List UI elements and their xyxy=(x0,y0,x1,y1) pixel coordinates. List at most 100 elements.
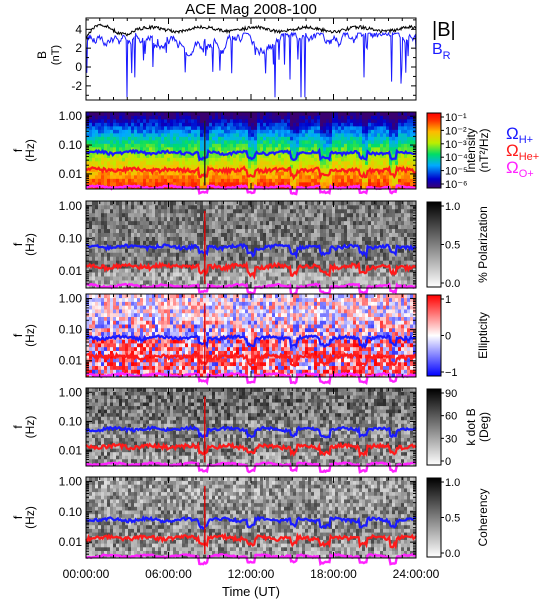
intensity-cell xyxy=(323,133,327,137)
intensity-cell xyxy=(212,157,216,162)
intensity-cell xyxy=(251,143,255,148)
polarization-cell xyxy=(185,204,189,210)
intensity-cell xyxy=(254,126,258,130)
polarization-cell xyxy=(299,240,303,245)
intensity-cell xyxy=(215,112,219,116)
polarization-cell xyxy=(128,280,132,285)
polarization-cell xyxy=(86,212,90,218)
polarization-cell xyxy=(194,268,198,273)
intensity-cell xyxy=(143,182,147,186)
polarization-cell xyxy=(119,276,123,281)
polarization-cell xyxy=(338,248,342,253)
intensity-cell xyxy=(116,112,120,116)
polarization-cell xyxy=(275,232,279,237)
polarization-cell xyxy=(323,224,327,230)
polarization-cell xyxy=(236,280,240,285)
intensity-cell xyxy=(365,129,369,134)
intensity-cell xyxy=(128,147,132,151)
polarization-cell xyxy=(290,260,294,265)
intensity-cell xyxy=(293,112,297,116)
polarization-column xyxy=(110,201,114,289)
polarization-cell xyxy=(314,232,318,237)
intensity-cell xyxy=(353,119,357,123)
intensity-cell xyxy=(380,171,384,176)
intensity-cell xyxy=(257,164,261,169)
intensity-column xyxy=(308,112,312,190)
polarization-cell xyxy=(101,276,105,281)
intensity-cell xyxy=(251,150,255,155)
polarization-cell xyxy=(125,232,129,237)
polarization-cell xyxy=(323,272,327,277)
intensity-cell xyxy=(149,171,153,176)
intensity-cell xyxy=(404,140,408,144)
polarization-cell xyxy=(170,228,174,233)
intensity-cell xyxy=(158,129,162,134)
polarization-cell xyxy=(227,220,231,226)
polarization-cell xyxy=(344,236,348,241)
intensity-cell xyxy=(281,175,285,179)
polarization-cell xyxy=(251,228,255,233)
polarization-cell xyxy=(230,260,234,265)
polarization-cell xyxy=(302,236,306,241)
intensity-cell xyxy=(92,133,96,137)
polarization-cell xyxy=(269,268,273,273)
polarization-cell xyxy=(344,204,348,210)
intensity-cell xyxy=(239,136,243,141)
polarization-cell xyxy=(122,228,126,233)
polarization-cell xyxy=(368,224,372,230)
polarization-cell xyxy=(158,212,162,218)
polarization-cell xyxy=(380,208,384,214)
polarization-cell xyxy=(155,252,159,257)
polarization-cell xyxy=(185,272,189,277)
polarization-cell xyxy=(197,216,201,222)
intensity-cell xyxy=(386,157,390,162)
polarization-cell xyxy=(95,236,99,241)
intensity-cell xyxy=(356,122,360,127)
intensity-cell xyxy=(158,182,162,186)
polarization-cell xyxy=(356,228,360,233)
intensity-cell xyxy=(86,140,90,144)
polarization-column xyxy=(314,201,318,289)
intensity-cell xyxy=(305,154,309,158)
intensity-cell xyxy=(176,122,180,127)
polarization-cell xyxy=(380,212,384,218)
polarization-cell xyxy=(233,280,237,285)
polarization-cell xyxy=(239,201,243,206)
intensity-cell xyxy=(371,154,375,158)
polarization-cell xyxy=(128,240,132,245)
intensity-cell xyxy=(164,122,168,127)
intensity-cell xyxy=(92,164,96,169)
intensity-cell xyxy=(185,143,189,148)
polarization-cell xyxy=(254,216,258,222)
intensity-cell xyxy=(101,147,105,151)
intensity-cell xyxy=(266,115,270,120)
polarization-cell xyxy=(212,240,216,245)
polarization-cell xyxy=(137,232,141,237)
intensity-cell xyxy=(353,157,357,162)
polarization-cell xyxy=(323,212,327,218)
intensity-cell xyxy=(254,133,258,137)
intensity-column xyxy=(260,112,264,190)
intensity-cell xyxy=(293,136,297,141)
intensity-cell xyxy=(293,129,297,134)
polarization-cell xyxy=(383,236,387,241)
polarization-cell xyxy=(113,228,117,233)
polarization-cell xyxy=(206,272,210,277)
intensity-cell xyxy=(332,171,336,176)
polarization-cell xyxy=(140,208,144,214)
intensity-cell xyxy=(269,112,273,116)
polarization-cell xyxy=(245,212,249,218)
intensity-cell xyxy=(140,171,144,176)
polarization-cell xyxy=(191,224,195,230)
intensity-cell xyxy=(152,154,156,158)
intensity-cell xyxy=(392,122,396,127)
intensity-cell xyxy=(182,126,186,130)
polarization-column xyxy=(260,201,264,289)
intensity-cell xyxy=(266,119,270,123)
polarization-cell xyxy=(137,208,141,214)
polarization-cell xyxy=(98,264,102,269)
intensity-cell xyxy=(326,150,330,155)
intensity-cell xyxy=(269,115,273,120)
intensity-cell xyxy=(119,178,123,183)
intensity-cell xyxy=(188,112,192,116)
